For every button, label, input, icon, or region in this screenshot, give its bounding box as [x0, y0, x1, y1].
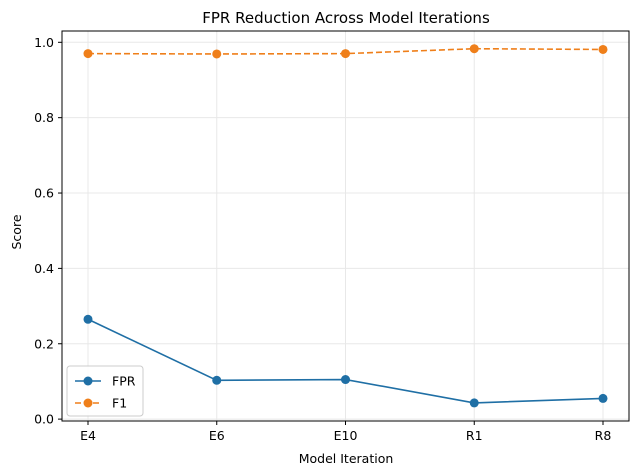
legend-label-fpr: FPR [112, 374, 136, 389]
data-point-fpr [469, 398, 479, 408]
axis-ticks: E4 E6 E10 R1 R8 0.0 0.2 0.4 0.6 0.8 1.0 [34, 35, 611, 443]
y-tick-label: 1.0 [34, 35, 54, 50]
data-point-f1 [212, 49, 222, 59]
y-axis-label: Score [9, 214, 24, 249]
legend-marker-f1 [83, 398, 93, 408]
data-point-f1 [598, 44, 608, 54]
x-tick-label: E4 [80, 428, 96, 443]
grid [62, 31, 629, 421]
legend: FPR F1 [66, 365, 144, 417]
y-tick-label: 0.0 [34, 412, 54, 427]
x-tick-label: R8 [595, 428, 612, 443]
y-tick-label: 0.6 [34, 186, 54, 201]
data-point-fpr [83, 314, 93, 324]
data-point-f1 [341, 49, 350, 59]
x-axis-label: Model Iteration [299, 451, 394, 466]
data-point-f1 [83, 49, 93, 59]
x-tick-label: R1 [466, 428, 483, 443]
data-point-fpr [212, 375, 222, 385]
y-tick-label: 0.8 [34, 110, 54, 125]
data-point-fpr [341, 375, 350, 385]
x-tick-label: E10 [334, 428, 358, 443]
legend-marker-fpr [83, 376, 93, 386]
y-tick-label: 0.4 [34, 261, 54, 276]
series-lines [83, 44, 608, 408]
data-point-f1 [469, 44, 479, 54]
y-tick-label: 0.2 [34, 336, 54, 351]
legend-label-f1: F1 [112, 396, 127, 411]
data-point-fpr [598, 393, 608, 403]
x-tick-label: E6 [209, 428, 225, 443]
chart-title: FPR Reduction Across Model Iterations [202, 9, 490, 27]
